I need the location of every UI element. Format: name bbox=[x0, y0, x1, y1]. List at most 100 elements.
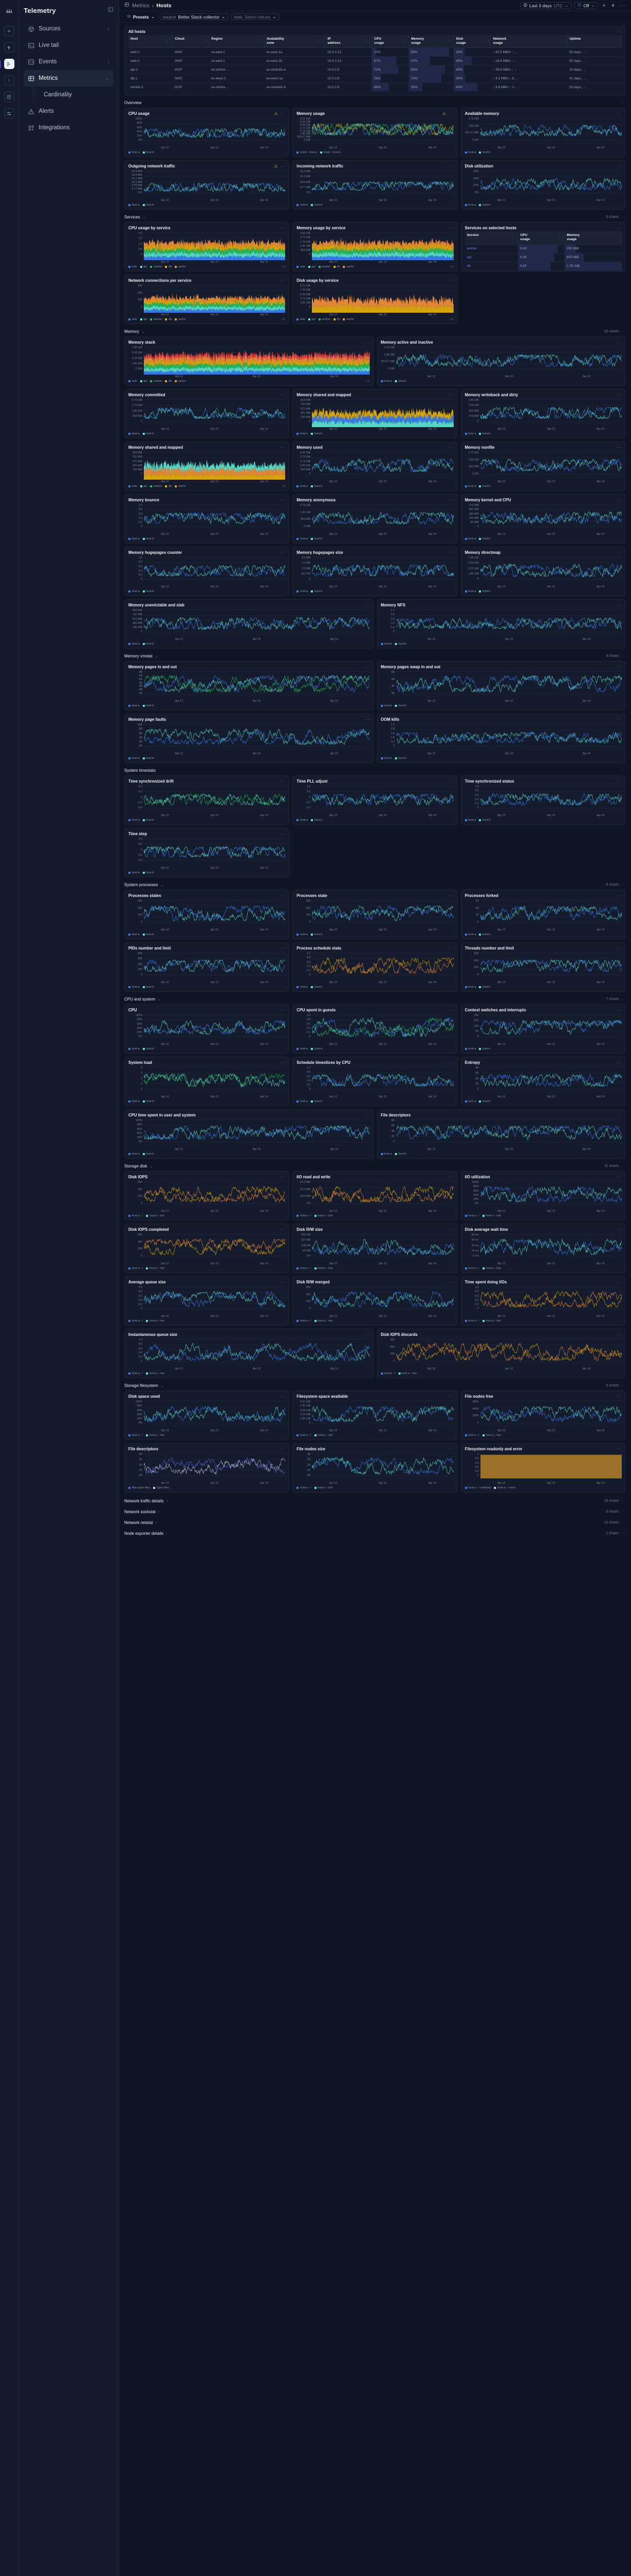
legend-item[interactable]: host-a bbox=[128, 933, 140, 936]
chevron-right-icon[interactable]: › bbox=[155, 1521, 157, 1525]
column-header[interactable]: Region ⋮⋮ bbox=[209, 35, 265, 48]
chart-more-button[interactable]: ··· bbox=[449, 226, 454, 231]
legend-item[interactable]: db bbox=[165, 485, 172, 488]
table-row[interactable]: cache0.35900 MiB bbox=[464, 270, 622, 272]
legend-item[interactable]: host-a - / bbox=[464, 1319, 479, 1323]
legend-item[interactable]: db bbox=[165, 380, 172, 383]
chart-card[interactable]: Time spent doing I/Os ··· 1.0 0.8 0.6 0.4 0.2 0… bbox=[460, 1276, 626, 1326]
chart-more-button[interactable]: ··· bbox=[617, 1060, 622, 1065]
legend-item[interactable]: host-a bbox=[128, 757, 140, 760]
chart-more-button[interactable]: ··· bbox=[617, 1113, 622, 1118]
chart-card[interactable]: Disk usage by service ··· 9.31 GiB 7.45 GiB… bbox=[292, 275, 458, 325]
legend-item[interactable]: db bbox=[333, 265, 340, 268]
chart-more-button[interactable]: ··· bbox=[280, 1280, 286, 1285]
chart-card[interactable]: Memory kernel and CPU ··· 476 MiB 381 MiB 28… bbox=[460, 494, 626, 544]
chart-more-button[interactable]: ··· bbox=[449, 1394, 454, 1399]
legend-item[interactable]: web bbox=[128, 485, 137, 488]
column-header[interactable]: Availability zone ⋮⋮ bbox=[264, 35, 326, 48]
chart-more-button[interactable]: ··· bbox=[280, 445, 286, 450]
chart-card[interactable]: Disk space used ··· 100% 80% 60% 40% 20% 0% Apr … bbox=[124, 1391, 290, 1440]
legend-item[interactable]: api bbox=[308, 318, 315, 321]
chart-more-button[interactable]: ··· bbox=[280, 1227, 286, 1232]
section-header[interactable]: Memory ⌄ 16 charts ··· bbox=[124, 329, 626, 334]
chart-more-button[interactable]: ··· bbox=[449, 779, 454, 784]
chart-more-button[interactable]: ··· bbox=[364, 717, 370, 722]
legend-item[interactable]: host-b bbox=[311, 204, 322, 207]
legend-item[interactable]: api bbox=[140, 318, 147, 321]
chart-card[interactable]: Memory usage ⚠ ··· 6.52 GiB 5.59 GiB 4.66 GiB… bbox=[292, 108, 458, 158]
more-button[interactable]: ··· bbox=[619, 2, 626, 9]
chart-more-button[interactable]: ··· bbox=[364, 1332, 370, 1337]
legend-item[interactable]: host-b bbox=[142, 537, 154, 540]
legend-item[interactable]: host-a - / bbox=[296, 1319, 311, 1323]
sidebar-item-sources[interactable]: Sources › bbox=[24, 21, 113, 37]
section-header[interactable]: Storage disk ⌄ 11 charts ··· bbox=[124, 1164, 626, 1168]
legend-item[interactable]: host-a - / bbox=[128, 1434, 143, 1437]
chart-card[interactable]: Available memory ··· 2.79 GiB 1.86 GiB 953.6… bbox=[460, 108, 626, 158]
chart-more-button[interactable]: ··· bbox=[617, 1394, 622, 1399]
section-header[interactable]: Services ⌄ 5 charts ··· bbox=[124, 215, 626, 219]
legend-item[interactable]: worker bbox=[150, 265, 162, 268]
chart-card[interactable]: Memory shared and mapped ··· 953 MiB 762 Mi… bbox=[292, 389, 458, 439]
chart-card[interactable]: Network connections per service ··· 300 200… bbox=[124, 275, 290, 325]
legend-item[interactable]: Used - host-a bbox=[296, 151, 317, 154]
table-row[interactable]: api-1 GCP us-centra… us-central1-a 10.0.2.5 7… bbox=[128, 65, 622, 75]
legend-item[interactable]: host-a - / error bbox=[494, 1486, 516, 1489]
table-row[interactable]: api 0.39 600 MiB bbox=[464, 253, 622, 262]
legend-item[interactable]: host-a - / bbox=[128, 1319, 143, 1323]
legend-item[interactable]: host-a bbox=[464, 151, 476, 154]
column-resize-handle[interactable]: ⋮⋮ bbox=[402, 39, 408, 43]
legend-item[interactable]: host-b bbox=[142, 819, 154, 822]
legend-item[interactable]: host-a - / bbox=[296, 1267, 311, 1270]
add-button[interactable]: + bbox=[602, 2, 606, 9]
chevron-down-icon[interactable]: ⌄ bbox=[160, 883, 164, 887]
chart-card[interactable]: System load ··· 4 3 2 1 0 Apr 12 Apr 13 Apr 14 hos… bbox=[124, 1057, 290, 1107]
column-resize-handle[interactable]: ⋮⋮ bbox=[257, 39, 264, 43]
chart-card[interactable]: Disk utilization ··· 60% 40% 20% 0% Apr 12 Apr … bbox=[460, 160, 626, 210]
legend-item[interactable]: host-a bbox=[296, 819, 308, 822]
legend-item[interactable]: host-b bbox=[142, 1100, 154, 1103]
service-name-cell[interactable]: cache bbox=[464, 270, 518, 272]
legend-item[interactable]: web bbox=[296, 318, 305, 321]
legend-item[interactable]: host-b bbox=[311, 819, 322, 822]
chart-card[interactable]: Memory unevictable and slab ··· 953 MiB 762… bbox=[124, 599, 374, 649]
chevron-right-icon[interactable]: › bbox=[158, 1510, 160, 1514]
chart-card[interactable]: Memory hugepages counter ··· 1.0 0.8 0.6 0.4 0… bbox=[124, 547, 290, 597]
legend-item[interactable]: api bbox=[140, 380, 147, 383]
legend-item[interactable]: host-b bbox=[142, 590, 154, 593]
chevron-down-icon[interactable]: ⌄ bbox=[158, 997, 161, 1002]
legend-item[interactable]: host-a bbox=[464, 986, 476, 989]
legend-item[interactable]: host-b bbox=[479, 432, 490, 435]
chart-card[interactable]: Disk IOPS completed ··· 600 400 200 0 Apr 12 Ap… bbox=[124, 1224, 290, 1274]
chart-card[interactable]: File descriptors ··· 8K 6K 4K 2K 0 Apr 12 Apr 13… bbox=[376, 1109, 626, 1159]
column-resize-handle[interactable]: ⋮⋮ bbox=[560, 39, 567, 43]
chart-card[interactable]: Context switches and interrupts ··· 20K 15K… bbox=[460, 1004, 626, 1054]
legend-item[interactable]: cache bbox=[175, 380, 186, 383]
legend-item[interactable]: host-a bbox=[296, 485, 308, 488]
legend-item[interactable]: host-a bbox=[128, 204, 140, 207]
chart-more-button[interactable]: ··· bbox=[617, 717, 622, 722]
rail-button-metrics[interactable] bbox=[0, 59, 14, 69]
chart-more-button[interactable]: ··· bbox=[280, 893, 286, 899]
column-header[interactable]: Disk usage ⋮⋮ bbox=[454, 35, 491, 48]
chart-more-button[interactable]: ··· bbox=[449, 1008, 454, 1013]
table-row[interactable]: db 0.35 1.76 GiB bbox=[464, 262, 622, 271]
legend-item[interactable]: host-a - / bbox=[128, 1214, 143, 1217]
service-name-cell[interactable]: worker bbox=[464, 244, 518, 253]
chart-card[interactable]: Disk R/W merged ··· 300 200 100 0 Apr 12 Apr 13… bbox=[292, 1276, 458, 1326]
legend-item[interactable]: cache bbox=[343, 265, 354, 268]
section-more-button[interactable]: ··· bbox=[621, 883, 626, 887]
legend-overflow[interactable]: +1 bbox=[450, 318, 454, 321]
legend-item[interactable]: host-b bbox=[142, 432, 154, 435]
section-header[interactable]: System processes ⌄ 9 charts ··· bbox=[124, 883, 626, 887]
legend-item[interactable]: host-a - /var bbox=[314, 1434, 333, 1437]
chevron-right-icon[interactable]: › bbox=[166, 1532, 168, 1536]
column-resize-handle[interactable]: ⋮⋮ bbox=[318, 39, 325, 43]
section-more-button[interactable]: ··· bbox=[621, 1164, 626, 1168]
chart-more-button[interactable]: ··· bbox=[617, 111, 622, 116]
legend-item[interactable]: host-a bbox=[296, 1100, 308, 1103]
legend-item[interactable]: host-a - / bbox=[128, 1372, 143, 1375]
refresh-icon[interactable] bbox=[577, 3, 582, 8]
chart-card[interactable]: Memory bounce ··· 1.0 0.8 0.6 0.4 0.2 0 Apr 12 Ap… bbox=[124, 494, 290, 544]
chart-more-button[interactable]: ··· bbox=[449, 1280, 454, 1285]
